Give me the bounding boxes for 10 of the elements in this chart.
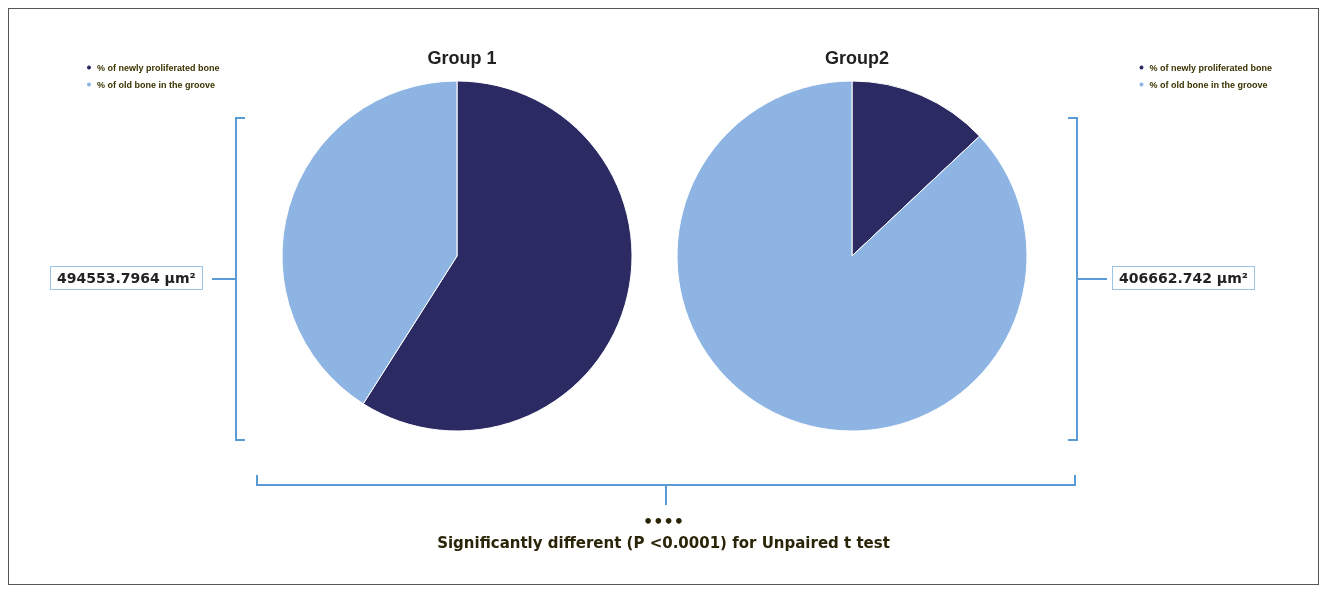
text: •••• xyxy=(642,512,685,531)
text: 406662.742 µm² xyxy=(1112,266,1255,290)
legend-label: % of old bone in the groove xyxy=(1149,79,1268,90)
text: 494553.7964 µm² xyxy=(50,266,203,290)
legend-label: % of old bone in the groove xyxy=(97,79,215,90)
text: Significantly different (P <0.0001) for Unpaired t test xyxy=(436,534,891,552)
legend-label: % of newly proliferated bone xyxy=(1149,62,1272,73)
chart-title: Group2 xyxy=(824,48,890,68)
legend-label: % of newly proliferated bone xyxy=(97,62,220,73)
chart-title: Group 1 xyxy=(427,48,497,68)
